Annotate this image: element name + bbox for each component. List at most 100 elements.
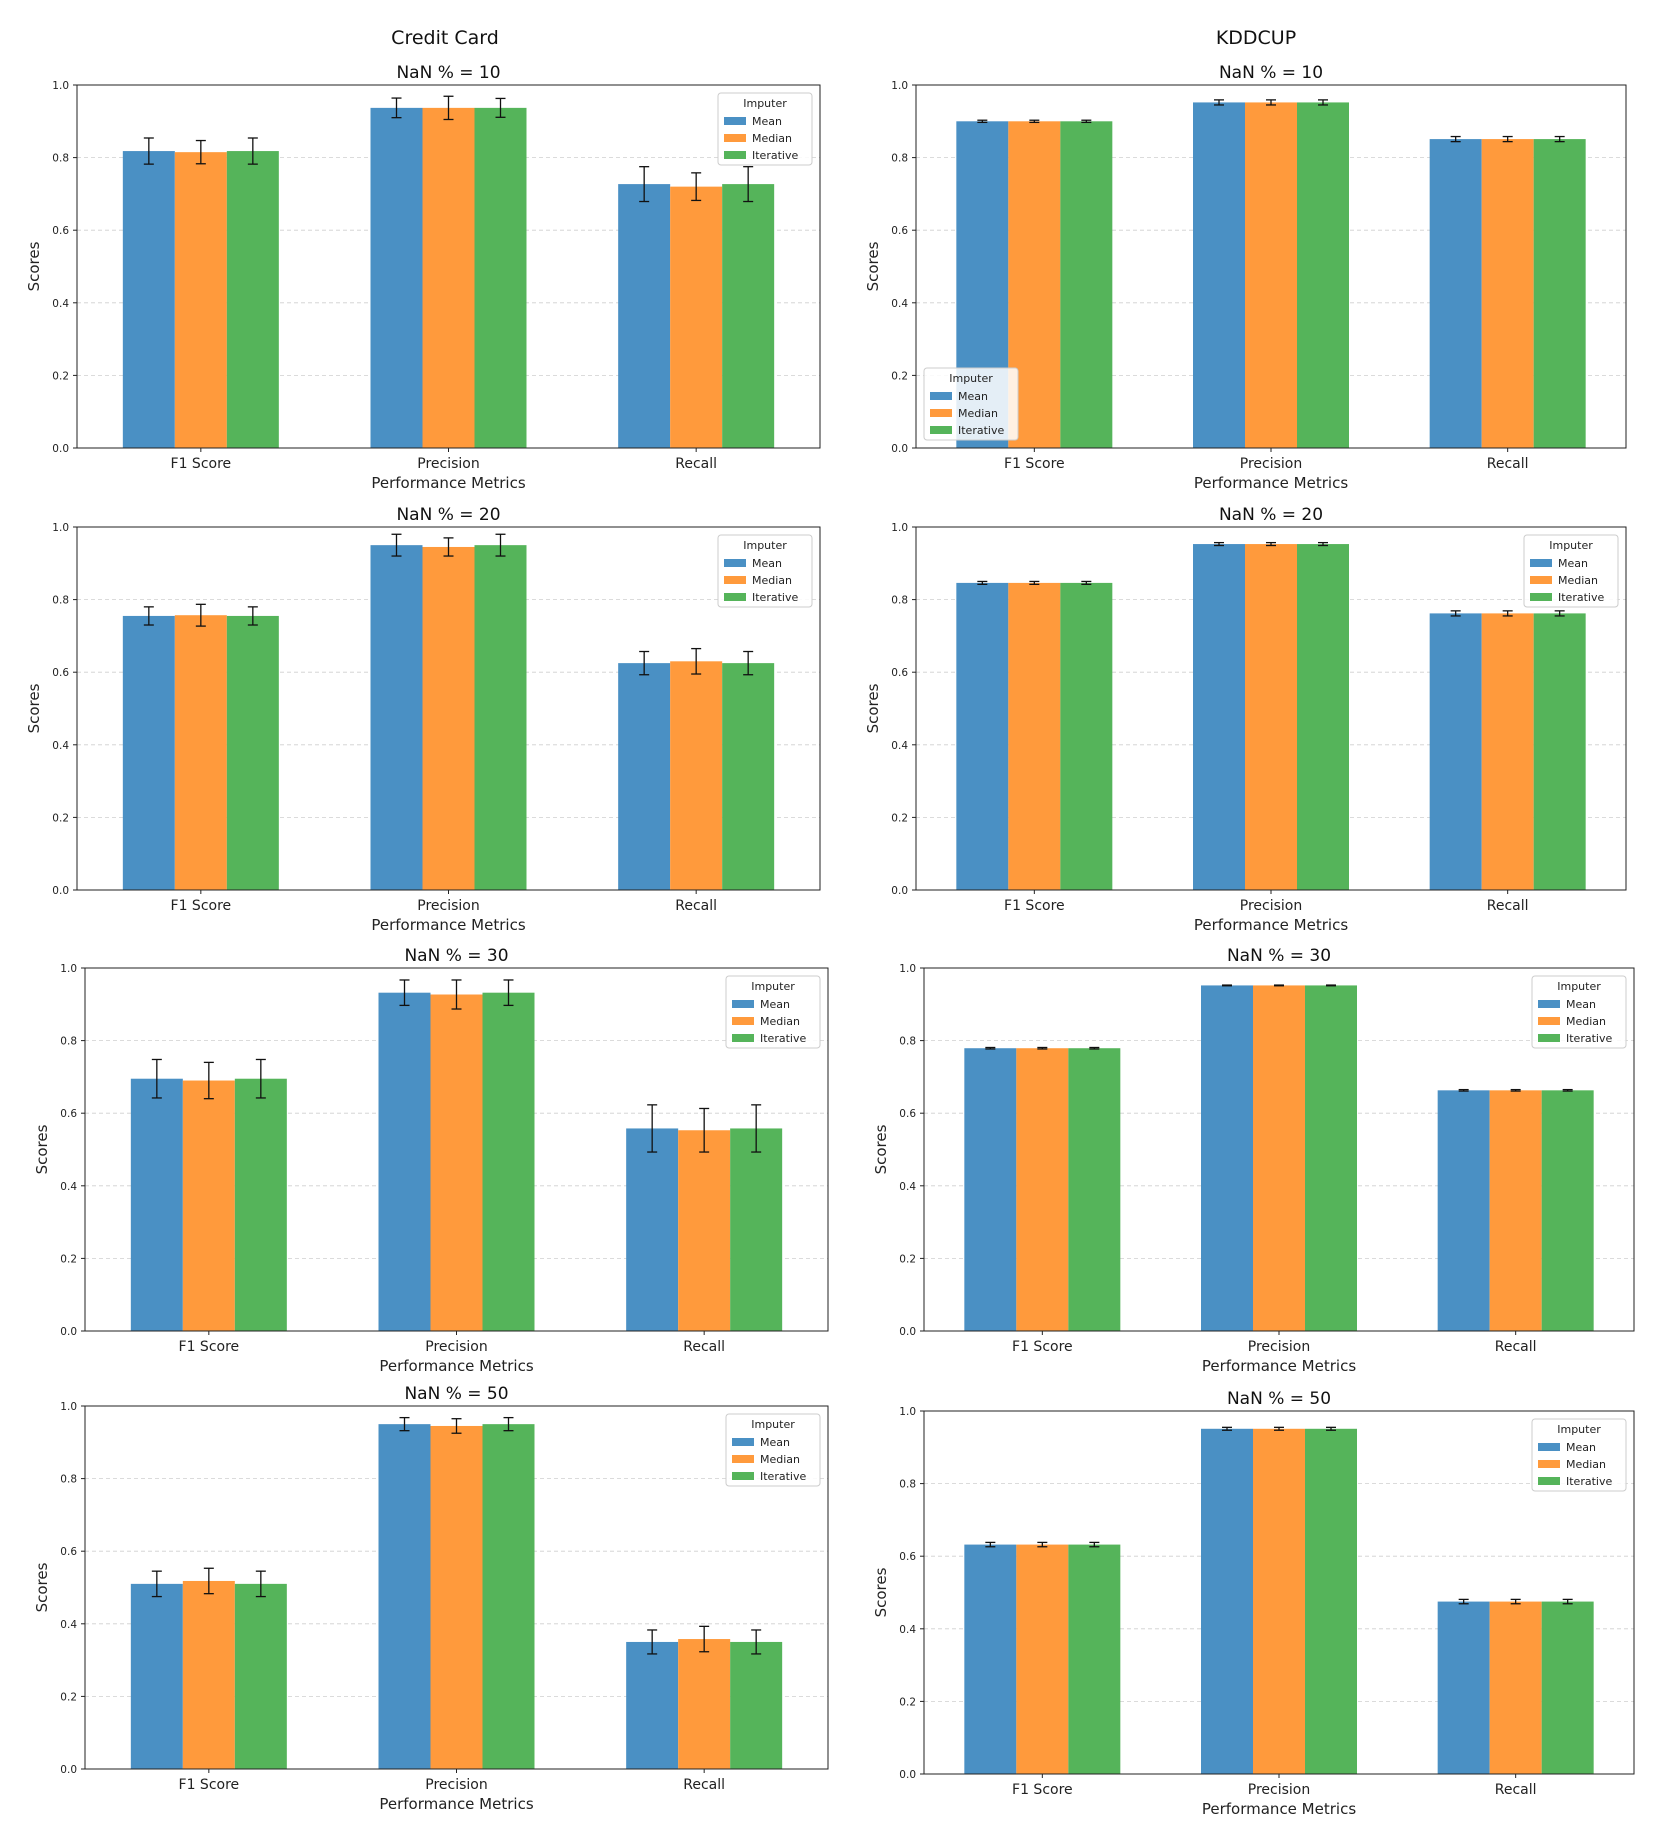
y-tick-label: 0.4: [899, 1624, 916, 1636]
plot-frame: [84, 1405, 829, 1770]
legend: Imputer Mean Median Iterative: [1531, 975, 1627, 1049]
legend: Imputer Mean Median Iterative: [1523, 534, 1619, 608]
x-tick-label: F1 Score: [1004, 898, 1065, 914]
y-axis-label: Scores: [872, 1567, 890, 1617]
bar-median: [182, 1580, 235, 1769]
y-tick-label: 0.6: [899, 1551, 916, 1563]
legend: Imputer Mean Median Iterative: [725, 975, 821, 1049]
bar-iterative: [722, 663, 775, 890]
y-tick-label: 0.4: [52, 298, 69, 310]
y-axis-label: Scores: [872, 1124, 890, 1174]
legend-title: Imputer: [751, 980, 795, 993]
plot-frame: [76, 84, 821, 449]
bar-iterative: [1297, 544, 1349, 890]
bar-median: [422, 546, 475, 890]
panel-title: NaN % = 50: [404, 1384, 508, 1404]
x-tick-label: F1 Score: [171, 456, 232, 472]
bar-mean: [1429, 613, 1482, 890]
y-tick-label: 0.6: [899, 1108, 916, 1120]
legend-title: Imputer: [1549, 539, 1593, 552]
chart-panel: 0.0 0.2 0.4 0.6 0.8 1.0 F1 Score Precision Recal…: [872, 946, 1635, 1375]
x-tick-label: F1 Score: [1004, 456, 1065, 472]
y-tick-label: 0.8: [891, 595, 908, 607]
y-tick-label: 0.8: [899, 1036, 916, 1048]
y-tick-label: 0.8: [899, 1479, 916, 1491]
legend-swatch-mean: [930, 392, 952, 400]
y-tick-label: 0.0: [891, 885, 908, 897]
bar-mean: [618, 663, 671, 890]
plot-frame: [84, 967, 829, 1332]
y-tick-label: 0.8: [60, 1036, 77, 1048]
plot-frame: [915, 84, 1627, 449]
bar-mean: [1193, 544, 1245, 890]
bar-mean: [1201, 1428, 1253, 1774]
y-tick-label: 0.8: [60, 1474, 77, 1486]
bar-median: [1245, 102, 1297, 448]
x-tick-label: F1 Score: [179, 1777, 240, 1793]
x-axis-label: Performance Metrics: [1194, 474, 1348, 492]
y-tick-label: 0.6: [52, 667, 69, 679]
x-tick-label: F1 Score: [1012, 1339, 1073, 1355]
x-tick-label: Recall: [1487, 898, 1529, 914]
y-axis-label: Scores: [33, 1124, 51, 1174]
bar-median: [182, 1080, 235, 1331]
legend-swatch-median: [1538, 1460, 1560, 1468]
bar-iterative: [226, 615, 279, 890]
legend-label: Mean: [752, 115, 782, 128]
legend-label: Median: [1558, 574, 1598, 587]
chart-panel: 0.0 0.2 0.4 0.6 0.8 1.0 F1 Score Precision Recal…: [864, 63, 1627, 492]
chart-panel: 0.0 0.2 0.4 0.6 0.8 1.0 F1 Score Precision Recal…: [25, 63, 821, 492]
y-tick-label: 0.6: [891, 667, 908, 679]
y-tick-label: 0.2: [891, 370, 908, 382]
panel-title: NaN % = 10: [396, 63, 500, 83]
bar-median: [430, 994, 483, 1331]
bar-mean: [130, 1078, 183, 1331]
legend-label: Iterative: [958, 424, 1004, 437]
bar-median: [1253, 1428, 1305, 1774]
legend-label: Iterative: [752, 591, 798, 604]
legend-box: [1531, 1418, 1627, 1492]
x-tick-label: Precision: [425, 1339, 487, 1355]
legend-box: [717, 534, 813, 608]
legend-label: Mean: [958, 390, 988, 403]
x-tick-label: Precision: [1240, 898, 1302, 914]
legend-title: Imputer: [743, 97, 787, 110]
bar-iterative: [474, 107, 527, 448]
legend: Imputer Mean Median Iterative: [923, 367, 1019, 441]
legend: Imputer Mean Median Iterative: [717, 534, 813, 608]
bar-median: [1489, 1601, 1542, 1774]
bar-median: [1253, 985, 1305, 1331]
y-tick-label: 0.0: [891, 443, 908, 455]
y-tick-label: 0.6: [891, 225, 908, 237]
credit-card-column-title: Credit Card: [391, 27, 499, 49]
legend: Imputer Mean Median Iterative: [1531, 1418, 1627, 1492]
legend-label: Mean: [1558, 557, 1588, 570]
plot-frame: [923, 1410, 1635, 1775]
y-tick-label: 1.0: [891, 80, 908, 92]
y-tick-label: 0.0: [52, 443, 69, 455]
legend-swatch-mean: [1530, 559, 1552, 567]
x-tick-label: Recall: [675, 898, 717, 914]
panel-title: NaN % = 30: [404, 946, 508, 966]
legend-title: Imputer: [751, 1418, 795, 1431]
y-tick-label: 0.2: [60, 1691, 77, 1703]
legend: Imputer Mean Median Iterative: [717, 92, 813, 166]
x-tick-label: Recall: [683, 1339, 725, 1355]
panel-title: NaN % = 20: [1219, 505, 1323, 525]
bar-iterative: [1305, 1428, 1357, 1774]
x-tick-label: F1 Score: [179, 1339, 240, 1355]
bar-mean: [626, 1641, 679, 1769]
bar-mean: [618, 184, 671, 448]
bar-iterative: [1068, 1048, 1121, 1331]
chart-panel: 0.0 0.2 0.4 0.6 0.8 1.0 F1 Score Precision Recal…: [33, 1384, 829, 1813]
bar-iterative: [234, 1078, 287, 1331]
bar-iterative: [722, 184, 775, 448]
bar-mean: [1437, 1601, 1490, 1774]
x-tick-label: Precision: [1248, 1782, 1310, 1798]
y-tick-label: 0.0: [52, 885, 69, 897]
bar-iterative: [1060, 582, 1113, 890]
bar-iterative: [234, 1583, 287, 1769]
y-tick-label: 0.0: [899, 1326, 916, 1338]
x-axis-label: Performance Metrics: [1194, 916, 1348, 934]
